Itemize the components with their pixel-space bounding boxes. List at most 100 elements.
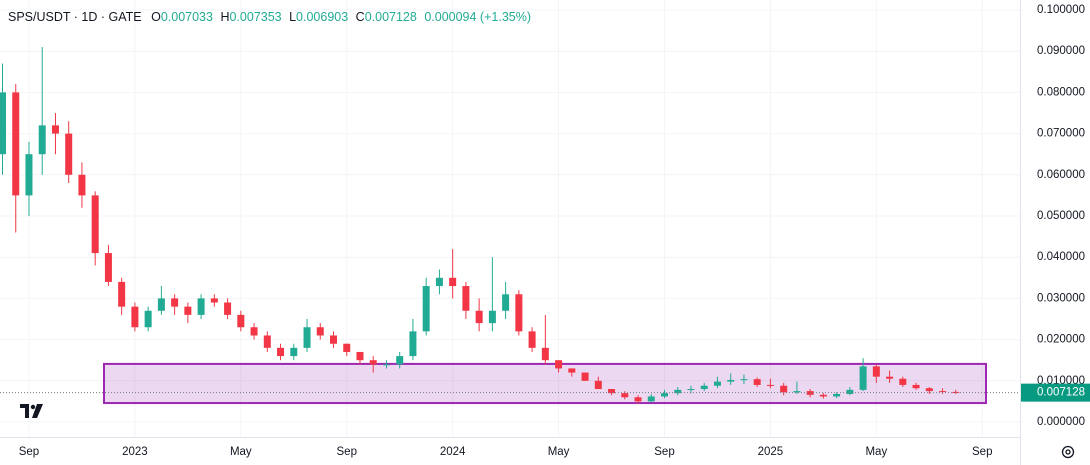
y-tick-label: 0.020000 <box>1037 334 1085 346</box>
x-tick-label: 2024 <box>440 446 466 458</box>
candle-body <box>727 379 735 382</box>
candle-body <box>171 298 179 307</box>
candle-body <box>740 379 748 381</box>
candle-body <box>330 335 337 344</box>
candle-body <box>952 391 960 393</box>
candle-body <box>872 366 880 377</box>
candle-body <box>621 393 629 398</box>
y-tick-label: 0.070000 <box>1037 128 1085 140</box>
candle-body <box>925 388 933 392</box>
candle-body <box>237 314 245 328</box>
x-tick-label: May <box>865 446 887 458</box>
candle-body <box>12 92 20 196</box>
candle-body <box>766 384 774 386</box>
candle-body <box>608 389 616 394</box>
legend-key: L <box>289 10 296 24</box>
symbol-legend: SPS/USDT · 1D · GATE O0.007033 H0.007353… <box>8 10 531 24</box>
plot-area <box>0 0 1020 437</box>
legend-value: 0.006903 <box>296 10 348 24</box>
legend-key: C <box>356 10 365 24</box>
candle-body <box>356 351 364 361</box>
candle-body <box>65 133 73 175</box>
y-tick-label: 0.060000 <box>1037 169 1085 181</box>
symbol: SPS/USDT · 1D · GATE <box>8 10 142 24</box>
candle-body <box>555 360 563 369</box>
candle-body <box>277 347 285 357</box>
candle-body <box>343 343 351 352</box>
y-tick-label: 0.000000 <box>1037 416 1085 428</box>
settings-button[interactable] <box>1061 445 1075 459</box>
legend-value: 0.007128 <box>365 10 417 24</box>
candle-body <box>382 364 390 366</box>
candle-body <box>780 385 788 393</box>
legend-value: 0.007353 <box>229 10 281 24</box>
candle-body <box>674 389 682 394</box>
candle-body <box>316 327 324 336</box>
candle-body <box>396 356 404 365</box>
candle-body <box>409 331 417 357</box>
candle-body <box>78 174 86 196</box>
x-tick-label: Sep <box>654 446 674 458</box>
candle-body <box>104 253 112 282</box>
range-zone <box>103 362 987 405</box>
tradingview-logo <box>20 404 43 418</box>
candle-body <box>303 327 311 348</box>
x-tick-label: Sep <box>337 446 357 458</box>
candle-body <box>634 397 642 402</box>
y-tick-label: 0.090000 <box>1037 45 1085 57</box>
candle-body <box>263 335 271 348</box>
y-tick-label: 0.050000 <box>1037 210 1085 222</box>
candle-body <box>515 294 523 332</box>
candle-body <box>700 385 708 390</box>
candle-body <box>210 298 218 303</box>
candle-body <box>687 389 695 391</box>
candle-body <box>25 154 33 196</box>
y-tick-label: 0.080000 <box>1037 86 1085 98</box>
candle-body <box>581 372 589 381</box>
legend-change: 0.000094 (+1.35%) <box>424 10 531 24</box>
x-tick-label: May <box>230 446 252 458</box>
legend-key: O <box>151 10 161 24</box>
legend-value: 0.007033 <box>161 10 213 24</box>
x-tick-label: 2025 <box>758 446 784 458</box>
candle-body <box>0 92 6 155</box>
candle-body <box>819 394 827 397</box>
candle-body <box>131 306 139 328</box>
candle-body <box>290 347 298 357</box>
x-tick-label: Sep <box>19 446 39 458</box>
x-tick-label: Sep <box>972 446 992 458</box>
candle-body <box>502 294 510 311</box>
x-tick-label: May <box>548 446 570 458</box>
candle-body <box>91 195 99 254</box>
candle-body <box>661 393 668 397</box>
candle-body <box>647 396 655 402</box>
candle-body <box>184 306 192 315</box>
candle-body <box>224 302 232 315</box>
legend-key: H <box>220 10 229 24</box>
candle-body <box>197 298 205 315</box>
candle-body <box>462 286 470 311</box>
candle-body <box>899 378 907 385</box>
candle-body <box>541 347 549 361</box>
candle-body <box>475 310 483 324</box>
y-tick-label: 0.030000 <box>1037 292 1085 304</box>
candle-body <box>713 381 721 386</box>
candle-body <box>528 331 536 348</box>
candle-body <box>753 379 761 385</box>
last-price-badge <box>1021 383 1090 402</box>
candle-body <box>859 366 867 390</box>
candle-body <box>157 298 165 311</box>
candle-body <box>250 327 258 336</box>
candle-body <box>422 286 430 332</box>
candle-body <box>846 389 854 394</box>
y-tick-label: 0.100000 <box>1037 4 1085 16</box>
candle-body <box>118 281 126 307</box>
candle-body <box>38 125 46 155</box>
last-price-label: 0.007128 <box>1037 387 1085 399</box>
candle-body <box>939 391 947 393</box>
candle-body <box>488 310 496 324</box>
x-tick-label: 2023 <box>122 446 148 458</box>
y-tick-label: 0.040000 <box>1037 251 1085 263</box>
candle-body <box>568 368 576 373</box>
